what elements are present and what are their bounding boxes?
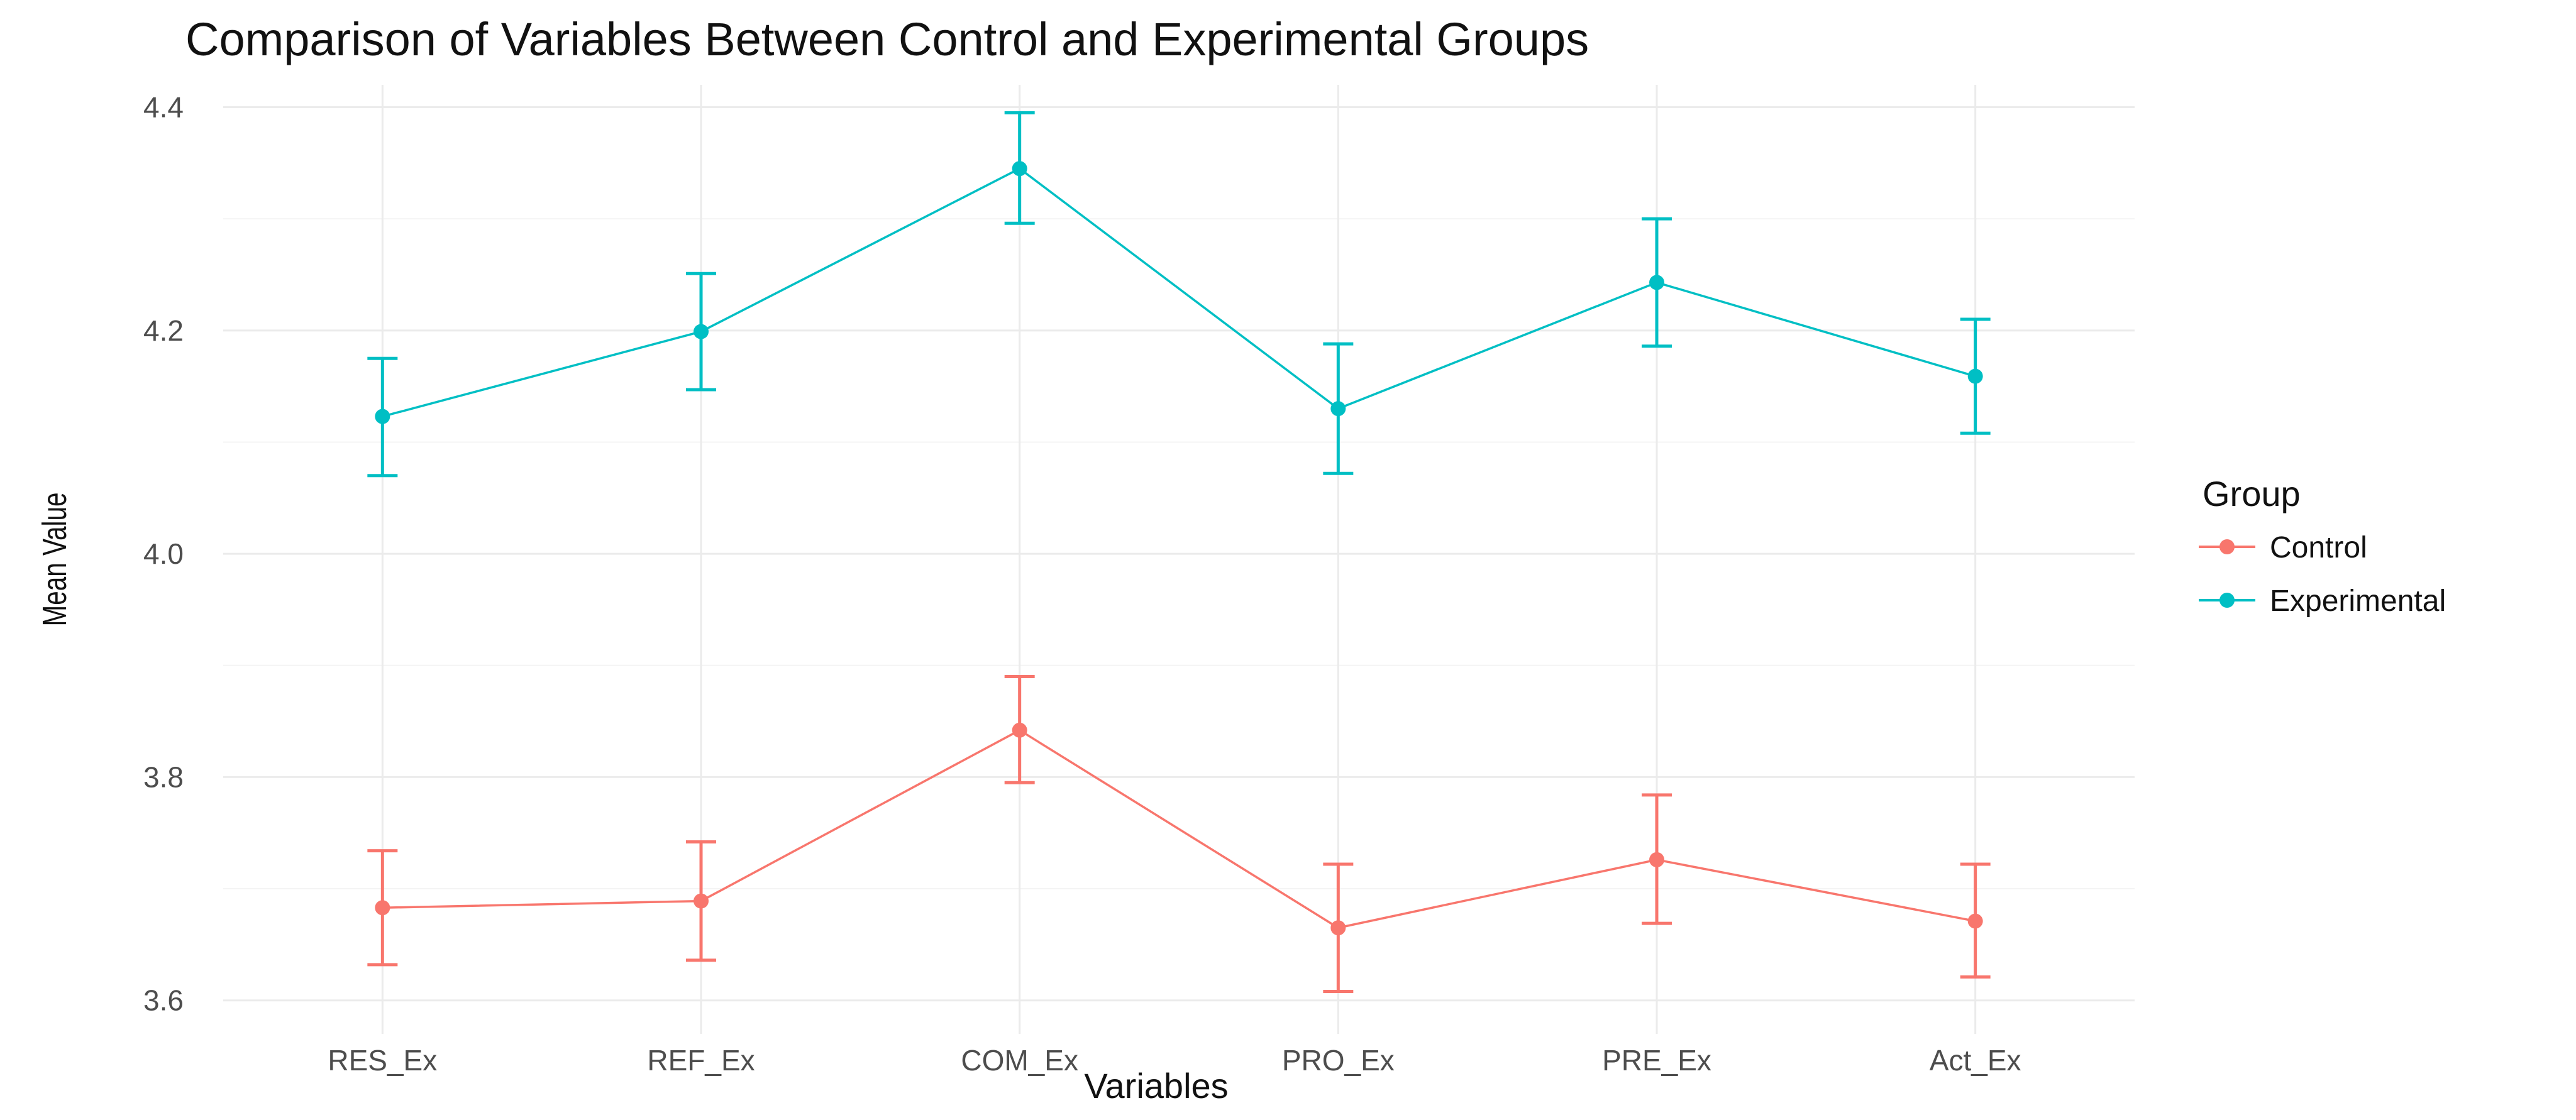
y-tick-label: 4.4	[143, 91, 184, 124]
y-tick-label: 3.6	[143, 984, 184, 1017]
data-point-control	[1967, 913, 1983, 929]
data-point-experimental	[1649, 275, 1664, 290]
x-tick-label: REF_Ex	[647, 1044, 755, 1077]
plot-area	[367, 111, 1991, 993]
y-tick-label: 4.0	[143, 537, 184, 570]
x-tick-label: PRO_Ex	[1282, 1044, 1395, 1077]
data-point-control	[1330, 920, 1346, 936]
series-line-control	[382, 728, 1976, 930]
legend-label-experimental: Experimental	[2270, 585, 2446, 618]
data-point-experimental	[694, 324, 709, 339]
x-tick-label: COM_Ex	[961, 1044, 1078, 1077]
data-point-control	[1012, 722, 1027, 738]
series-control	[367, 675, 1991, 993]
legend-label-control: Control	[2270, 531, 2367, 564]
x-tick-label: RES_Ex	[328, 1044, 437, 1077]
x-axis-label: Variables	[1084, 1066, 1228, 1106]
x-tick-label: PRE_Ex	[1602, 1044, 1711, 1077]
legend-key-point-control	[2219, 539, 2235, 554]
series-line-experimental	[382, 167, 1976, 418]
legend-key-point-experimental	[2219, 593, 2235, 608]
series-experimental	[367, 111, 1991, 478]
data-point-control	[694, 893, 709, 909]
grid	[223, 85, 2135, 1034]
data-point-experimental	[1330, 401, 1346, 417]
y-axis-label: Mean Value	[36, 492, 74, 626]
data-point-experimental	[375, 409, 390, 424]
legend: Group Control Experimental	[2199, 474, 2446, 618]
y-tick-label: 4.2	[143, 314, 184, 347]
x-tick-label: Act_Ex	[1930, 1044, 2021, 1077]
legend-title: Group	[2203, 474, 2301, 513]
y-axis-ticks: 3.6 3.8 4.0 4.2 4.4	[143, 91, 184, 1017]
y-tick-label: 3.8	[143, 760, 184, 793]
data-point-control	[375, 900, 390, 916]
chart-title: Comparison of Variables Between Control …	[185, 13, 1589, 65]
data-point-experimental	[1012, 161, 1027, 177]
data-point-experimental	[1967, 368, 1983, 384]
x-axis-ticks: RES_Ex REF_Ex COM_Ex PRO_Ex PRE_Ex Act_Ex	[328, 1044, 2021, 1077]
data-point-control	[1649, 852, 1664, 867]
